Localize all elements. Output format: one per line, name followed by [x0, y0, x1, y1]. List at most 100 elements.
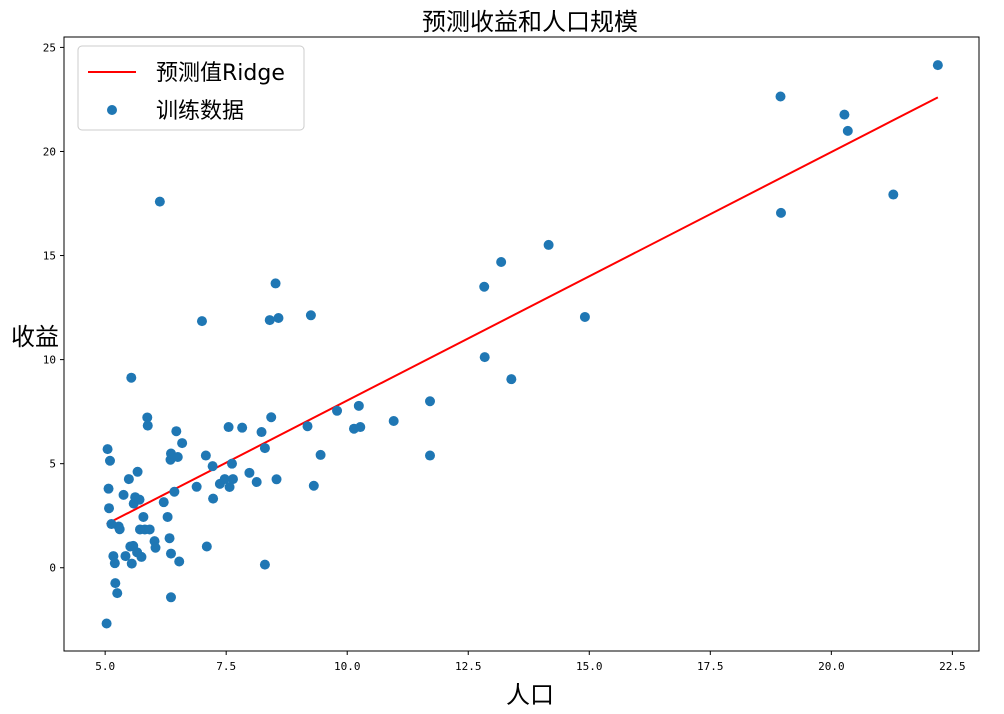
training-data-point [227, 474, 238, 485]
training-data-point [165, 592, 176, 603]
training-data-point [496, 256, 507, 267]
training-data-point [888, 189, 899, 200]
legend-point-swatch [107, 105, 117, 115]
training-data-point [308, 480, 319, 491]
legend: 预测值Ridge 训练数据 [77, 45, 305, 131]
legend-frame [77, 45, 305, 131]
training-data-point [219, 474, 230, 485]
training-data-point [138, 511, 149, 522]
training-data-point [114, 524, 125, 535]
x-axis-label: 人口 [506, 681, 554, 709]
training-data-point [103, 483, 114, 494]
training-data-point [126, 372, 137, 383]
training-data-point [158, 497, 169, 508]
training-data-point [256, 427, 267, 438]
x-axis-ticks: 5.0 7.5 10.0 12.5 15.0 17.5 20.0 22.5 [95, 651, 966, 673]
training-data-point [162, 511, 173, 522]
x-tick-label: 12.5 [455, 660, 482, 673]
training-data-point [355, 422, 366, 433]
training-data-point [142, 412, 153, 423]
training-data-point [388, 416, 399, 427]
legend-line-label: 预测值Ridge [156, 61, 285, 86]
training-data-point [223, 422, 234, 433]
y-tick-label: 20 [43, 145, 56, 158]
training-data-point [237, 422, 248, 433]
y-axis-ticks: 0 5 10 15 20 25 [43, 41, 64, 575]
x-tick-label: 7.5 [216, 660, 236, 673]
y-tick-label: 15 [43, 250, 56, 263]
training-data-point [244, 467, 255, 478]
x-tick-label: 22.5 [939, 660, 966, 673]
training-data-point [259, 443, 270, 454]
training-data-point [169, 486, 180, 497]
plot-area: 5.0 7.5 10.0 12.5 15.0 17.5 20.0 22.5 0 5 10 15 20 2… [43, 36, 980, 673]
training-data-point [839, 109, 850, 120]
training-data-point [506, 374, 517, 385]
training-data-point [196, 316, 207, 327]
training-data-point [102, 444, 113, 455]
training-data-point [264, 315, 275, 326]
training-data-point [305, 310, 316, 321]
training-data-point [270, 278, 281, 289]
x-tick-label: 10.0 [334, 660, 361, 673]
x-tick-label: 17.5 [697, 660, 724, 673]
training-data-point [191, 481, 202, 492]
training-data-point [104, 455, 115, 466]
training-data-point [332, 405, 343, 416]
training-data-point [132, 466, 143, 477]
x-tick-label: 5.0 [95, 660, 115, 673]
training-data-point [207, 461, 218, 472]
training-data-point [118, 489, 129, 500]
training-data-point [579, 311, 590, 322]
training-data-point [123, 474, 134, 485]
training-data-point [172, 452, 183, 463]
training-data-point [101, 618, 112, 629]
training-data-point [315, 449, 326, 460]
training-data-point [110, 578, 121, 589]
axes-frame [63, 36, 980, 652]
training-data-point [177, 438, 188, 449]
training-data-point [201, 541, 212, 552]
training-data-point [165, 548, 176, 559]
training-data-point [775, 91, 786, 102]
training-data-point [171, 426, 182, 437]
training-data-point [353, 400, 364, 411]
training-data-point [479, 352, 490, 363]
training-data-point [142, 420, 153, 431]
training-data-point [425, 450, 435, 461]
legend-points-label: 训练数据 [156, 99, 244, 124]
training-data-point [251, 476, 262, 487]
training-data-point [164, 533, 175, 544]
training-data-point [273, 312, 284, 323]
training-data-point [932, 60, 943, 71]
ridge-prediction-line [106, 96, 939, 525]
x-tick-label: 15.0 [576, 660, 603, 673]
y-tick-label: 25 [43, 41, 56, 54]
training-data-point [154, 196, 165, 207]
training-data-point [208, 493, 219, 504]
chart-title: 预测收益和人口规模 [422, 8, 638, 36]
training-data-point [150, 542, 161, 553]
training-data-point [425, 396, 435, 407]
training-data-point [104, 503, 115, 514]
y-axis-label: 收益 [11, 323, 59, 351]
y-tick-label: 5 [49, 458, 56, 471]
series-layer [101, 60, 943, 629]
training-data-point [126, 558, 137, 569]
training-data-point [144, 524, 155, 535]
x-tick-label: 20.0 [818, 660, 845, 673]
training-data-point [109, 558, 120, 569]
training-data-point [136, 551, 147, 562]
training-data-point [302, 421, 313, 432]
y-tick-label: 10 [43, 354, 56, 367]
training-data-point [479, 281, 490, 292]
training-data-point [271, 474, 282, 485]
training-data-point [226, 458, 237, 469]
training-data-point [775, 207, 786, 218]
training-data-point [842, 125, 853, 136]
training-data-point [120, 551, 131, 562]
training-data-point [112, 588, 123, 599]
training-data-point [543, 239, 554, 250]
y-tick-label: 0 [49, 562, 56, 575]
